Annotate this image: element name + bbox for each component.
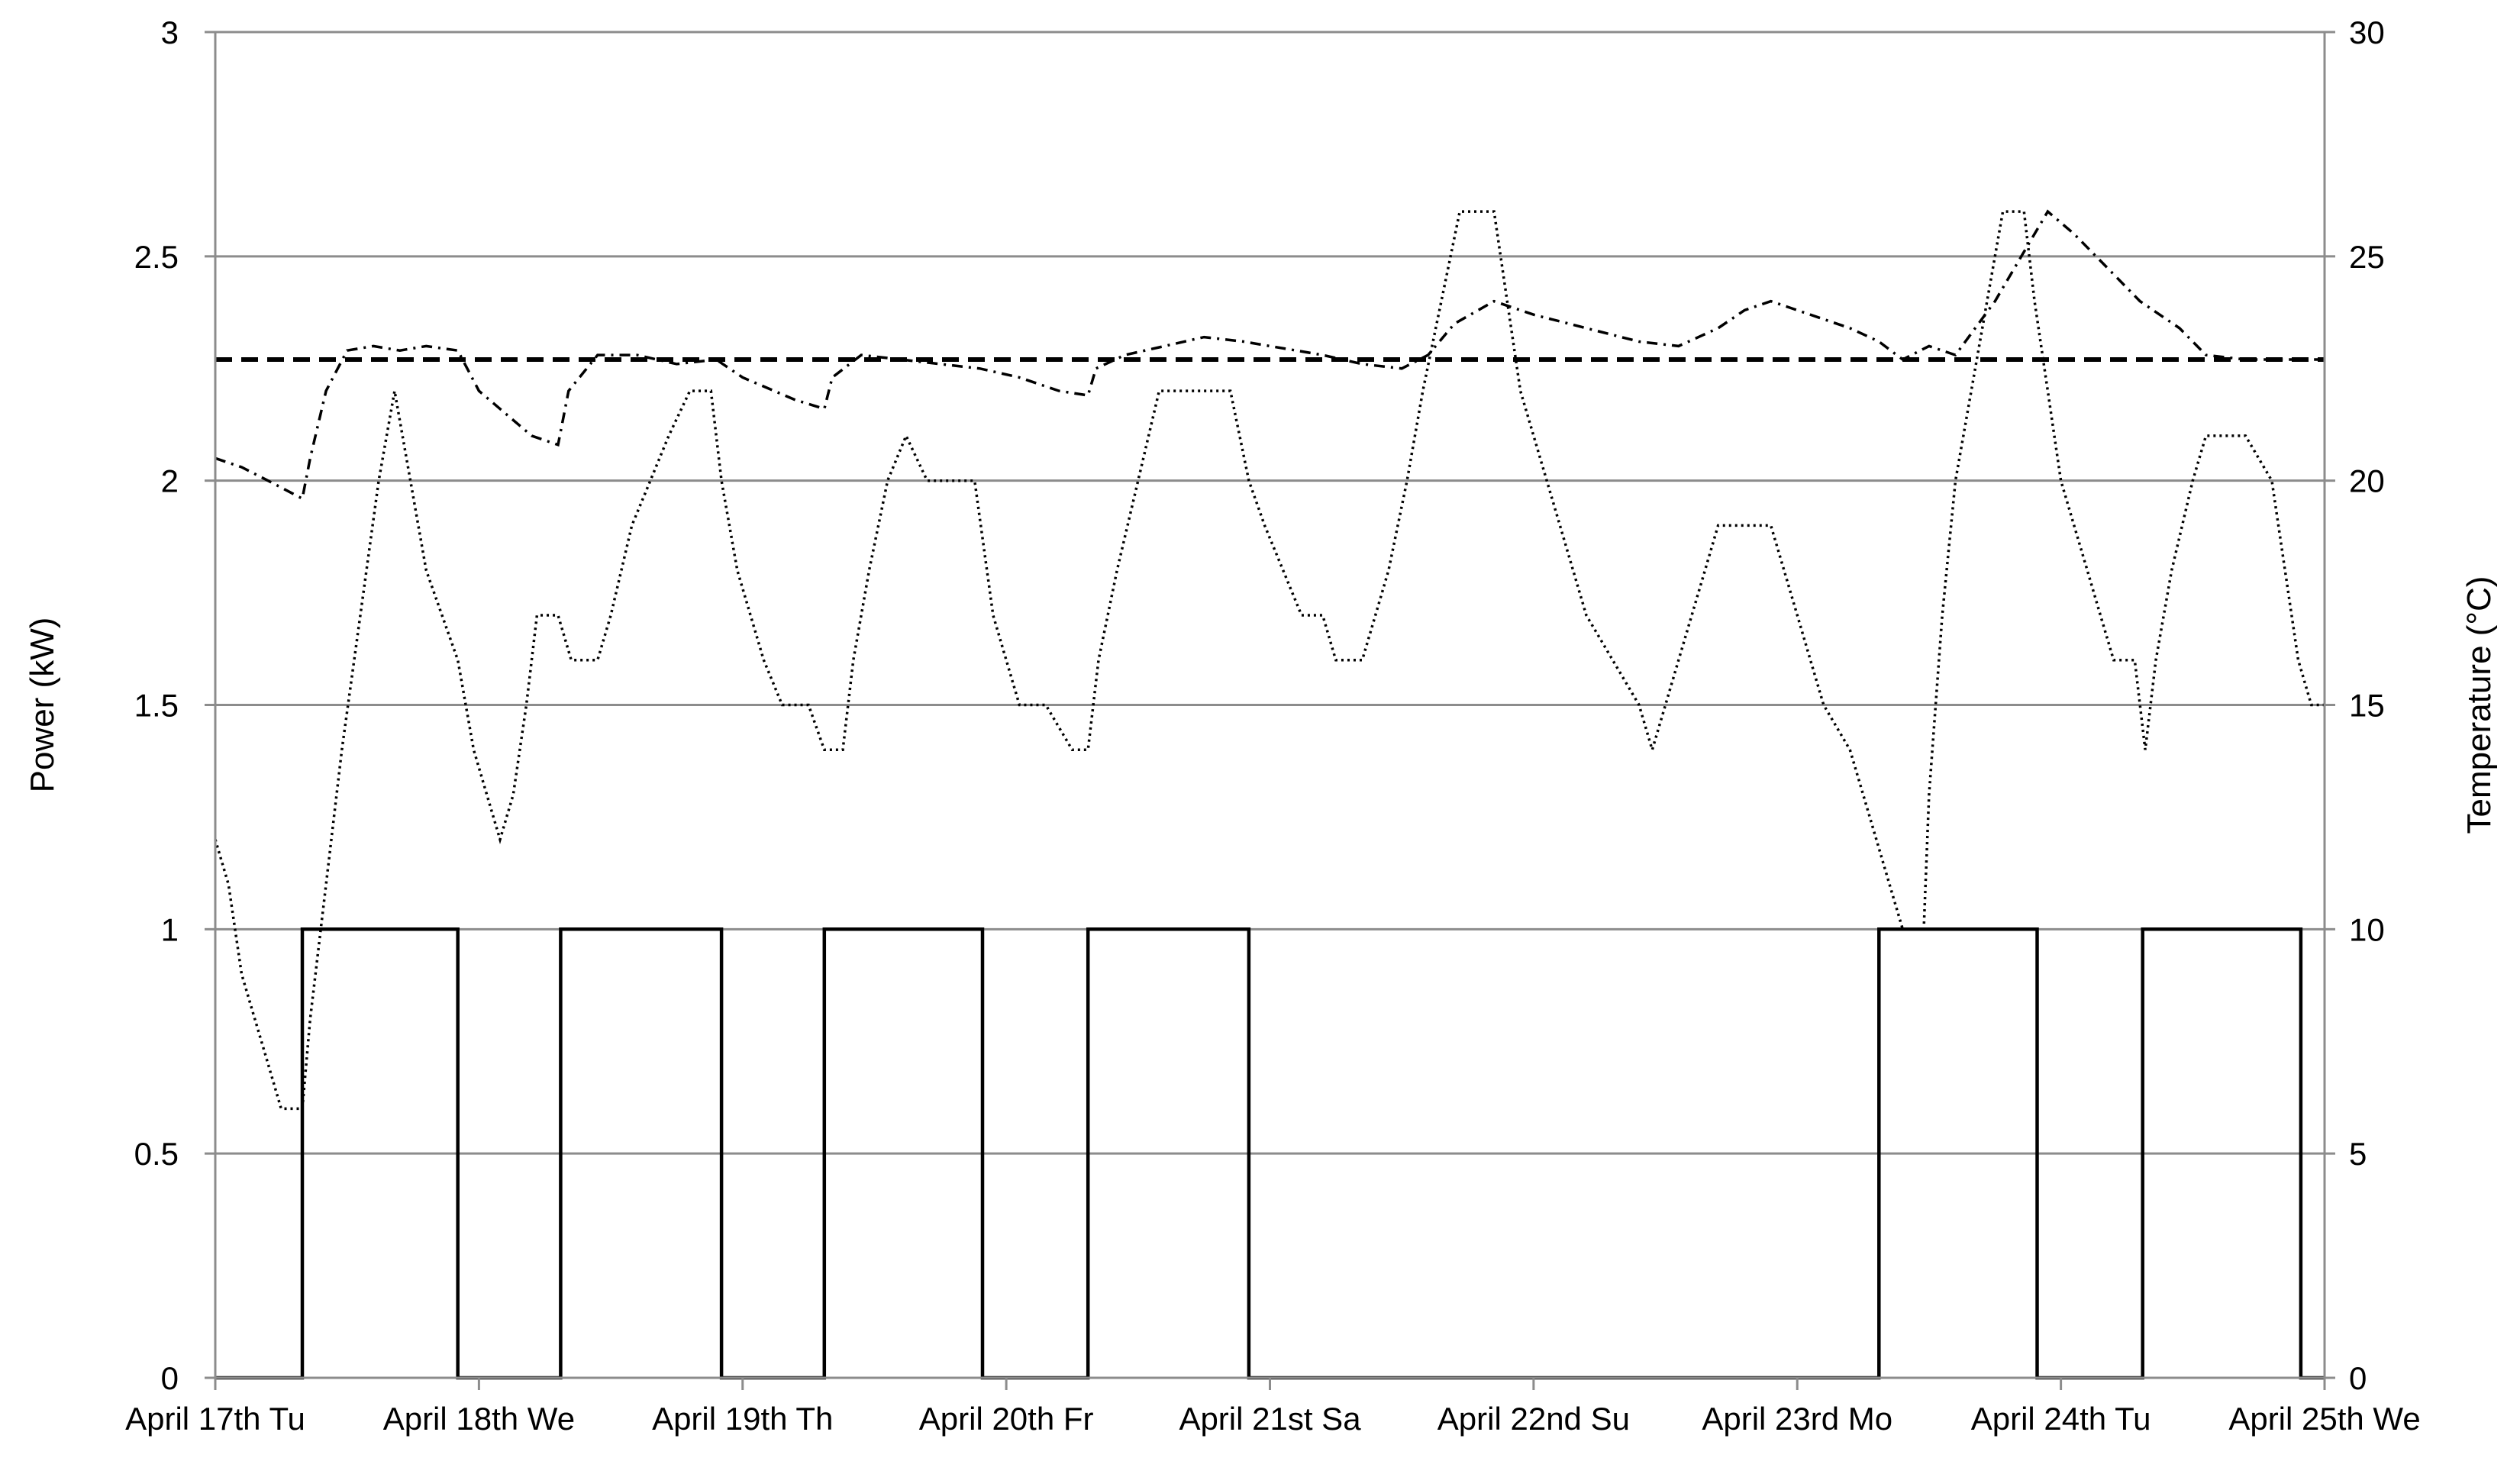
y-tick-label: 2 <box>161 463 179 499</box>
y2-tick-label: 5 <box>2349 1136 2367 1172</box>
series-layer <box>214 209 2325 1380</box>
y2-tick-label: 10 <box>2349 911 2385 947</box>
y-tick-label: 3 <box>161 15 179 50</box>
y2-axis-title: Temperature (°C) <box>2460 576 2498 834</box>
x-tick-label: April 17th Tu <box>125 1401 305 1437</box>
grid-layer <box>215 31 2325 1379</box>
x-tick-label: April 20th Fr <box>919 1401 1094 1437</box>
series-line-dashdot <box>215 209 2325 501</box>
x-tick-label: April 22nd Su <box>1437 1401 1630 1437</box>
x-tick-label: April 24th Tu <box>1971 1401 2151 1437</box>
x-tick-label: April 19th Th <box>652 1401 833 1437</box>
series-line-dotted <box>214 210 2325 1111</box>
y2-tick-label: 20 <box>2349 463 2385 499</box>
y2-tick-label: 25 <box>2349 239 2385 275</box>
y2-tick-label: 15 <box>2349 688 2385 724</box>
y2-tick-label: 30 <box>2349 15 2385 50</box>
y-tick-label: 0 <box>161 1360 179 1396</box>
x-tick-label: April 18th We <box>383 1401 575 1437</box>
y-axis-title: Power (kW) <box>24 618 61 793</box>
x-tick-label: April 21st Sa <box>1179 1401 1361 1437</box>
y-tick-label: 1 <box>161 911 179 947</box>
y-tick-label: 1.5 <box>134 688 179 724</box>
y-tick-label: 2.5 <box>134 239 179 275</box>
y-tick-label: 0.5 <box>134 1136 179 1172</box>
x-tick-label: April 25th We <box>2228 1401 2420 1437</box>
axes-layer <box>205 31 2335 1390</box>
y2-tick-label: 0 <box>2349 1360 2367 1396</box>
x-tick-label: April 23rd Mo <box>1702 1401 1892 1437</box>
label-layer: Power (kW) Temperature (°C) 0 0.5 1 1.5 2 2.5… <box>24 15 2498 1437</box>
